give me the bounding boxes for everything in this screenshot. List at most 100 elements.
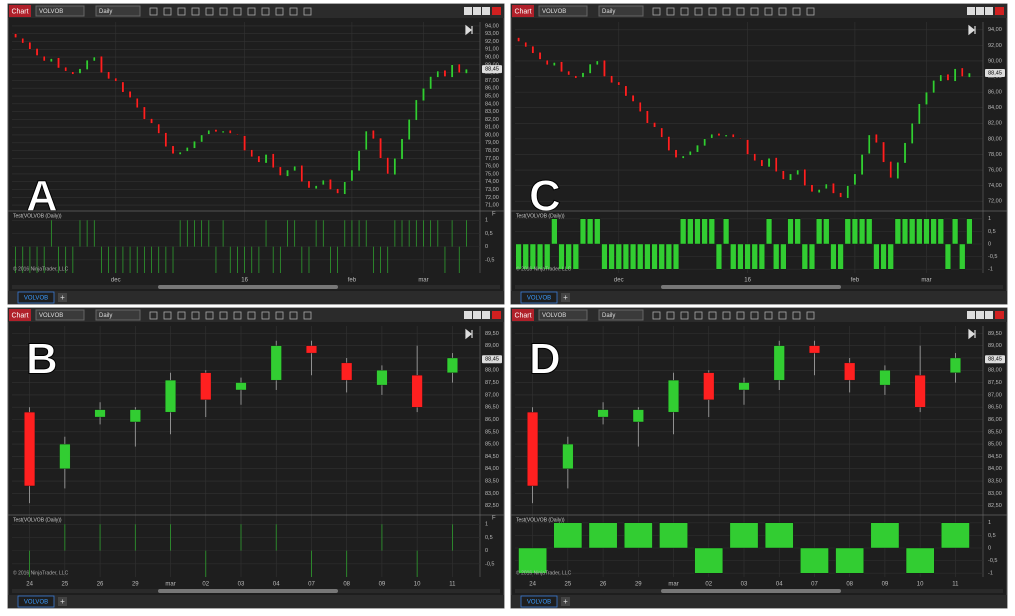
close-button[interactable] (995, 311, 1004, 319)
window-button[interactable] (464, 7, 472, 15)
instrument-tab[interactable] (520, 595, 558, 608)
toolbar-icon[interactable] (205, 7, 214, 16)
add-tab-button[interactable] (561, 597, 570, 606)
candle-body (264, 154, 268, 164)
interval-select[interactable] (598, 5, 644, 17)
close-button[interactable] (492, 311, 501, 319)
toolbar-icon[interactable] (163, 311, 172, 320)
toolbar-icon[interactable] (680, 311, 689, 320)
window-button[interactable] (967, 311, 975, 319)
instrument-tab[interactable] (17, 291, 55, 304)
toolbar-icon[interactable] (261, 7, 270, 16)
window-button[interactable] (967, 7, 975, 15)
y-tick-label: 85,50 (485, 429, 499, 435)
toolbar-icon[interactable] (149, 7, 158, 16)
last-price-box (985, 355, 1005, 364)
last-price-box (985, 69, 1005, 78)
add-tab-button[interactable] (58, 293, 67, 302)
toolbar-icon[interactable] (708, 7, 717, 16)
scrollbar-thumb[interactable] (661, 285, 841, 289)
toolbar-icon[interactable] (261, 311, 270, 320)
instrument-select[interactable] (538, 5, 588, 17)
candle-body (760, 159, 764, 167)
instrument-tab[interactable] (520, 291, 558, 304)
toolbar-icon[interactable] (191, 7, 200, 16)
window-button[interactable] (464, 311, 472, 319)
window-button[interactable] (985, 7, 993, 15)
window-button[interactable] (985, 311, 993, 319)
toolbar-icon[interactable] (806, 311, 815, 320)
candle-body (809, 345, 820, 354)
interval-select[interactable] (598, 309, 644, 321)
scrollbar-thumb[interactable] (661, 589, 841, 593)
x-tick-label: 04 (776, 582, 783, 588)
toolbar-icon[interactable] (177, 7, 186, 16)
close-button[interactable] (492, 7, 501, 15)
instrument-select[interactable] (35, 309, 85, 321)
instrument-select[interactable] (538, 309, 588, 321)
toolbar-icon[interactable] (666, 7, 675, 16)
toolbar-icon[interactable] (736, 311, 745, 320)
toolbar-icon[interactable] (289, 7, 298, 16)
x-tick-label: 02 (705, 582, 712, 588)
skip-icon[interactable] (968, 24, 976, 36)
instrument-tab[interactable] (17, 595, 55, 608)
toolbar-icon[interactable] (708, 311, 717, 320)
toolbar-icon[interactable] (303, 311, 312, 320)
toolbar-icon[interactable] (247, 7, 256, 16)
toolbar-icon[interactable] (289, 311, 298, 320)
skip-icon[interactable] (465, 328, 473, 340)
toolbar-icon[interactable] (806, 7, 815, 16)
toolbar-icon[interactable] (275, 7, 284, 16)
toolbar-icon[interactable] (191, 311, 200, 320)
window-button[interactable] (473, 311, 481, 319)
toolbar-icon[interactable] (275, 311, 284, 320)
toolbar-icon[interactable] (652, 311, 661, 320)
toolbar-icon[interactable] (694, 7, 703, 16)
toolbar-icon[interactable] (219, 7, 228, 16)
toolbar-icon[interactable] (750, 7, 759, 16)
window-button[interactable] (473, 7, 481, 15)
toolbar-icon[interactable] (722, 311, 731, 320)
toolbar-icon[interactable] (778, 7, 787, 16)
window-button[interactable] (482, 311, 490, 319)
toolbar-icon[interactable] (750, 311, 759, 320)
instrument-select[interactable] (35, 5, 85, 17)
toolbar-icon[interactable] (764, 311, 773, 320)
window-button[interactable] (482, 7, 490, 15)
toolbar-icon[interactable] (303, 7, 312, 16)
interval-select[interactable] (95, 309, 141, 321)
add-tab-button[interactable] (561, 293, 570, 302)
toolbar-icon[interactable] (680, 7, 689, 16)
skip-icon[interactable] (465, 24, 473, 36)
window-button[interactable] (976, 7, 984, 15)
toolbar-icon[interactable] (652, 7, 661, 16)
indicator-bar (944, 243, 952, 270)
add-tab-button[interactable] (58, 597, 67, 606)
toolbar-icon[interactable] (792, 7, 801, 16)
interval-select[interactable] (95, 5, 141, 17)
y-tick-label: 87,50 (485, 380, 499, 386)
toolbar-icon[interactable] (764, 7, 773, 16)
toolbar-icon[interactable] (722, 7, 731, 16)
x-tick-label: mar (921, 278, 931, 284)
toolbar-icon[interactable] (792, 311, 801, 320)
window-button[interactable] (976, 311, 984, 319)
toolbar-icon[interactable] (778, 311, 787, 320)
toolbar-icon[interactable] (247, 311, 256, 320)
toolbar-icon[interactable] (163, 7, 172, 16)
toolbar-icon[interactable] (666, 311, 675, 320)
toolbar-icon[interactable] (219, 311, 228, 320)
scrollbar-thumb[interactable] (158, 285, 338, 289)
toolbar-icon[interactable] (149, 311, 158, 320)
toolbar-icon[interactable] (177, 311, 186, 320)
toolbar-icon[interactable] (736, 7, 745, 16)
close-button[interactable] (995, 7, 1004, 15)
indicator-bar (870, 522, 900, 549)
scrollbar-thumb[interactable] (158, 589, 338, 593)
toolbar-icon[interactable] (694, 311, 703, 320)
toolbar-icon[interactable] (233, 7, 242, 16)
toolbar-icon[interactable] (205, 311, 214, 320)
skip-icon[interactable] (968, 328, 976, 340)
toolbar-icon[interactable] (233, 311, 242, 320)
